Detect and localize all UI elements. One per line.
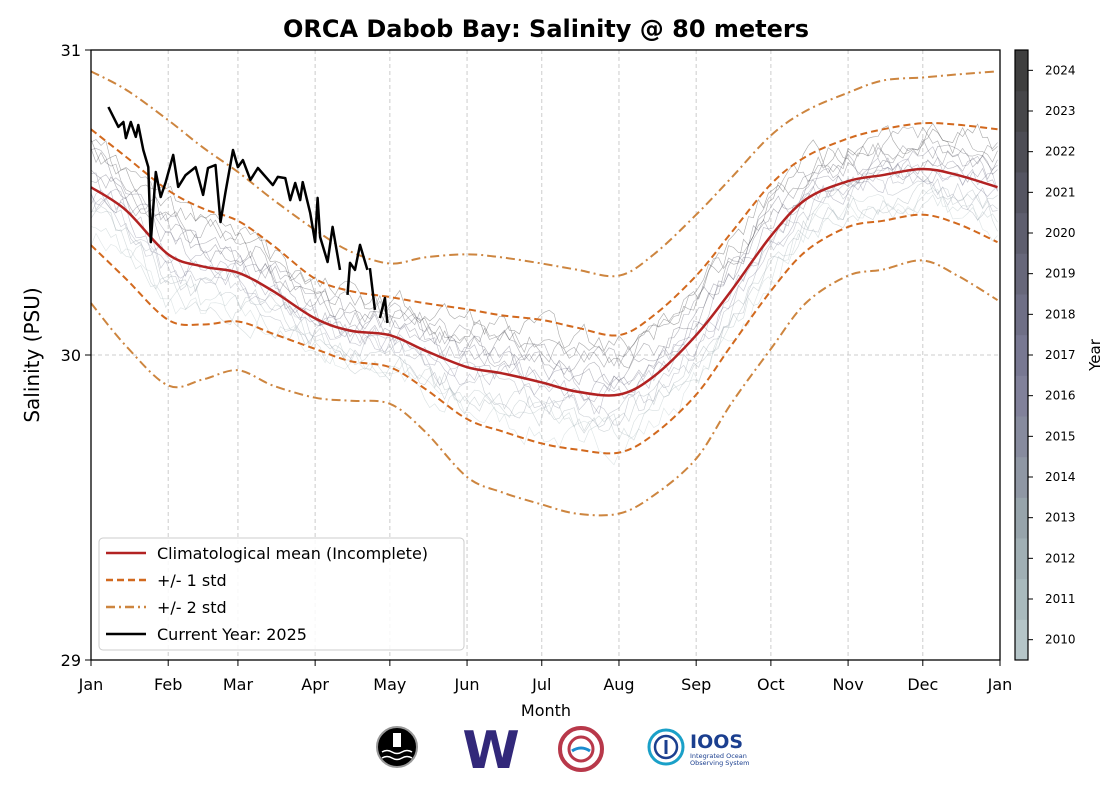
colorbar-tick-label: 2020 [1045,226,1076,240]
uw-logo: W [462,721,519,781]
svg-text:IOOS: IOOS [690,731,743,753]
y-axis: 29 30 31 [61,41,91,670]
minus-1-std-line [90,213,998,455]
colorbar-segment [1015,334,1028,376]
y-axis-label: Salinity (PSU) [20,287,44,422]
plus-2-std-line [90,70,998,278]
legend-label: Current Year: 2025 [157,625,307,644]
colorbar-segment [1015,90,1028,132]
colorbar-frame [1014,49,1029,661]
x-tick-label: Aug [603,675,634,694]
colorbar: 2010 2011 2012 2013 2014 2015 2016 2017 2018 2019… [1014,49,1076,661]
legend-label: +/- 2 std [157,598,227,617]
x-tick-label: May [373,675,406,694]
historical-year-line [90,138,998,373]
x-tick-label: Jun [454,675,480,694]
colorbar-tick-label: 2013 [1045,511,1076,525]
y-tick-label: 29 [61,651,81,670]
current-year-line [368,267,377,311]
svg-text:Integrated Ocean: Integrated Ocean [690,752,747,760]
grid [91,50,1000,660]
colorbar-segment [1015,375,1028,417]
colorbar-tick-label: 2015 [1045,429,1076,443]
historical-year-line [90,127,998,369]
x-tick-label: Nov [832,675,863,694]
historical-year-line [90,172,998,428]
legend-label: +/- 1 std [157,571,227,590]
historical-year-line [90,153,998,392]
legend-label: Climatological mean (Incomplete) [157,544,428,563]
x-tick-label: Jan [987,675,1013,694]
x-tick-label: Dec [907,675,938,694]
legend: Climatological mean (Incomplete) +/- 1 st… [98,537,465,651]
historical-year-line [90,146,998,386]
orca-buoy-logo [376,726,418,768]
current-year-line [346,243,369,295]
historical-year-line [90,158,998,415]
colorbar-label: Year [1086,338,1104,372]
historical-year-line [90,126,998,368]
historical-year-line [90,166,998,426]
colorbar-tick-label: 2016 [1045,389,1076,403]
x-axis-label: Month [521,701,571,720]
colorbar-segment [1015,294,1028,336]
colorbar-tick-label: 2019 [1045,267,1076,281]
colorbar-tick-label: 2012 [1045,551,1076,565]
colorbar-segment [1015,50,1028,92]
x-axis: Jan Feb Mar Apr May Jun Jul Aug Sep Oct Nov Dec Jan [78,660,1013,694]
historical-year-line [90,187,998,441]
historical-year-line [90,122,998,352]
x-tick-label: Oct [757,675,785,694]
colorbar-segment [1015,538,1028,580]
logos: W IOOS Integrated Ocean Observing System [376,721,750,781]
chart-title: ORCA Dabob Bay: Salinity @ 80 meters [283,15,809,43]
colorbar-tick-label: 2011 [1045,592,1076,606]
colorbar-segment [1015,456,1028,498]
y-tick-label: 31 [61,41,81,60]
colorbar-tick-label: 2018 [1045,307,1076,321]
x-tick-label: Mar [223,675,254,694]
minus-2-std-line [90,259,999,517]
x-tick-label: Jul [531,675,551,694]
nanoos-logo [558,726,604,772]
climatological-mean-line [90,167,998,397]
x-tick-label: Apr [301,675,329,694]
historical-year-line [90,194,998,443]
colorbar-tick-label: 2021 [1045,185,1076,199]
colorbar-tick-label: 2010 [1045,633,1076,647]
colorbar-segment [1015,497,1028,539]
colorbar-segment [1015,253,1028,295]
historical-year-line [90,188,998,466]
colorbar-tick-label: 2017 [1045,348,1076,362]
colorbar-segment [1015,578,1028,620]
colorbar-segment [1015,416,1028,458]
ioos-logo: IOOS Integrated Ocean Observing System [647,728,750,767]
current-year-line [107,106,342,271]
x-tick-label: Jan [78,675,104,694]
colorbar-segment [1015,212,1028,254]
colorbar-segment [1015,172,1028,214]
series-group [90,70,999,517]
y-tick-label: 30 [61,346,81,365]
colorbar-segment [1015,131,1028,173]
colorbar-tick-label: 2022 [1045,145,1076,159]
colorbar-tick-label: 2024 [1045,63,1076,77]
historical-year-line [90,162,998,403]
colorbar-tick-label: 2014 [1045,470,1076,484]
colorbar-segment [1015,619,1028,661]
historical-years [90,122,998,466]
x-tick-label: Sep [681,675,711,694]
current-year-line [378,296,389,324]
historical-year-line [90,177,998,434]
svg-text:Observing System: Observing System [690,759,750,767]
x-tick-label: Feb [154,675,182,694]
colorbar-tick-label: 2023 [1045,104,1076,118]
